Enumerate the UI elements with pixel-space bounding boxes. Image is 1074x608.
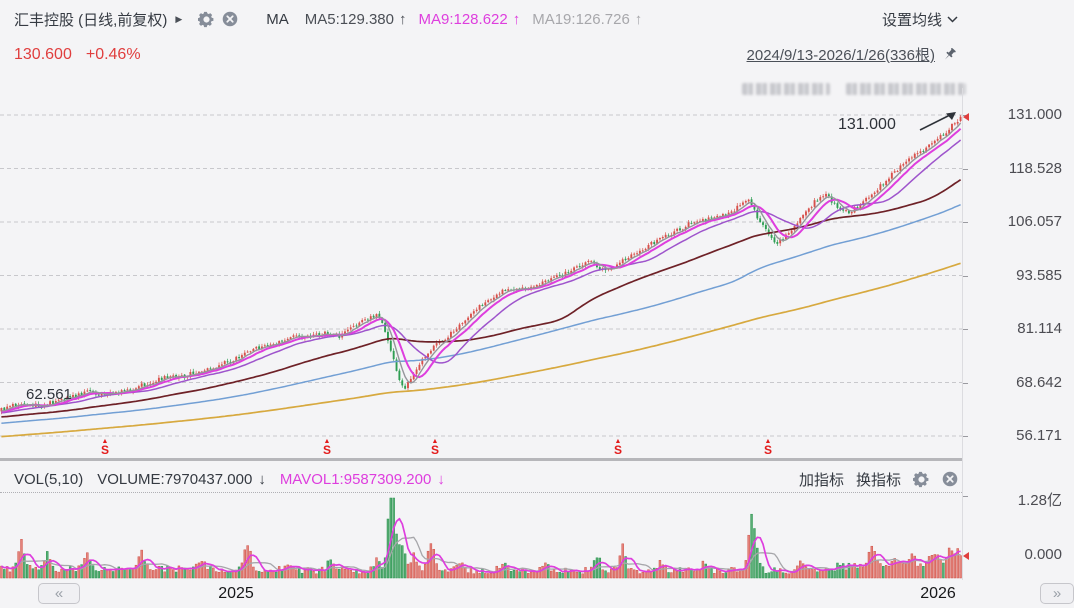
dividend-marker[interactable]: ▲ S: [100, 438, 110, 457]
change-percent: +0.46%: [85, 46, 141, 63]
vol-param-label: VOL(5,10): [14, 470, 84, 488]
ma-value: MA19:126.726 ↑: [532, 10, 643, 28]
axis-separator: [962, 88, 963, 580]
dividend-marker[interactable]: ▲ S: [763, 438, 773, 457]
ma-line-19: [1, 139, 962, 414]
candlesticks: [0, 115, 962, 415]
volume-axis-max: 1.28亿: [1017, 492, 1062, 509]
ma-line-5: [1, 122, 962, 412]
ma-value: MA9:128.622 ↑: [418, 10, 521, 28]
ma-line-250: [1, 262, 961, 438]
volume-header: VOL(5,10) VOLUME:7970437.000 ↓ MAVOL1:95…: [14, 468, 445, 490]
volume-gear-icon[interactable]: [913, 471, 930, 488]
price-axis-tick: [963, 329, 968, 330]
switch-indicator-button[interactable]: 换指标: [855, 471, 901, 489]
ma-settings-label: 设置均线: [881, 12, 942, 29]
price-axis-label: 81.114: [1017, 320, 1062, 337]
price-axis: 131.000 118.528 106.057 93.585 81.114 68.642 5…: [962, 90, 1074, 460]
current-volume-axis-marker: [963, 552, 969, 560]
ma-settings-button[interactable]: 设置均线: [882, 9, 958, 30]
volume-header-divider: [0, 492, 962, 493]
volume-axis: 1.28亿 0.000: [962, 470, 1074, 585]
price-row: 130.600 +0.46%: [14, 46, 141, 64]
year-label: 2026: [920, 585, 956, 602]
expand-caret-icon[interactable]: ▶: [175, 13, 183, 24]
price-gridlines: [0, 114, 962, 437]
ma-value: MA5:129.380 ↑: [304, 10, 407, 28]
price-chart[interactable]: [0, 90, 962, 460]
price-axis-label: 68.642: [1016, 374, 1062, 391]
price-axis-label: 93.585: [1016, 267, 1062, 284]
last-price: 130.600: [14, 46, 72, 63]
volume-close-icon[interactable]: [942, 471, 958, 487]
price-axis-tick: [963, 169, 968, 170]
price-axis-label: 118.528: [1008, 160, 1062, 177]
dividend-marker[interactable]: ▲ S: [430, 438, 440, 457]
symbol-title: 汇丰控股 (日线,前复权): [14, 11, 168, 29]
price-axis-tick: [963, 383, 968, 384]
price-axis-tick: [963, 436, 968, 437]
date-range-button[interactable]: 2024/9/13-2026/1/26(336根): [747, 44, 958, 65]
price-axis-label: 131.000: [1007, 106, 1062, 123]
ma-values: MA5:129.380 ↑ MA9:128.622 ↑ MA19:126.726 ↑: [305, 11, 655, 28]
dividend-marker[interactable]: ▲ S: [322, 438, 332, 457]
pin-icon[interactable]: [941, 46, 958, 63]
dividend-markers: ▲ S ▲ S ▲ S ▲ S ▲ S: [0, 438, 962, 459]
price-axis-label: 56.171: [1016, 427, 1062, 444]
volume-arrow: ↓: [258, 470, 266, 488]
scroll-right-button[interactable]: »: [1040, 583, 1074, 604]
price-axis-tick: [963, 276, 968, 277]
time-axis: 2025 2026: [0, 585, 962, 607]
indicator-group-label: MA: [266, 10, 289, 28]
dividend-marker[interactable]: ▲ S: [613, 438, 623, 457]
chart-header: 汇丰控股 (日线,前复权) ▶ MA MA5:129.380 ↑ MA9:128.6…: [14, 7, 654, 31]
ma-line-9: [1, 127, 962, 413]
price-axis-label: 106.057: [1007, 213, 1062, 230]
ma-line-120: [1, 204, 961, 424]
high-price-annotation: 131.000: [838, 116, 896, 133]
mavol-line-10: [1, 536, 961, 573]
date-range-label: 2024/9/13-2026/1/26(336根): [746, 47, 935, 64]
year-label: 2025: [218, 585, 254, 602]
pane-separator[interactable]: [0, 458, 962, 461]
add-indicator-button[interactable]: 加指标: [798, 471, 844, 489]
volume-axis-tick: [963, 496, 968, 497]
mavol-line-5: [0, 517, 961, 574]
blurred-watermark-right: [846, 83, 966, 95]
volume-axis-min: 0.000: [1024, 546, 1062, 563]
volume-header-actions: 加指标 换指标: [799, 468, 958, 490]
mavol-arrow: ↓: [437, 470, 445, 488]
blurred-watermark: [742, 83, 966, 95]
chevron-down-icon: [947, 16, 958, 23]
scroll-left-button[interactable]: «: [38, 583, 80, 604]
blurred-watermark-left: [742, 83, 830, 95]
close-indicator-icon[interactable]: [222, 11, 238, 27]
high-annotation-arrow: [919, 112, 956, 131]
volume-value: VOLUME:7970437.000: [97, 470, 253, 488]
price-axis-tick: [963, 222, 968, 223]
current-price-axis-marker: [963, 113, 969, 121]
volume-bars: [0, 497, 962, 579]
gear-icon[interactable]: [198, 11, 215, 28]
mavol-value: MAVOL1:9587309.200: [279, 470, 432, 488]
volume-chart[interactable]: [0, 494, 962, 580]
low-price-annotation: 62.561: [26, 386, 72, 403]
